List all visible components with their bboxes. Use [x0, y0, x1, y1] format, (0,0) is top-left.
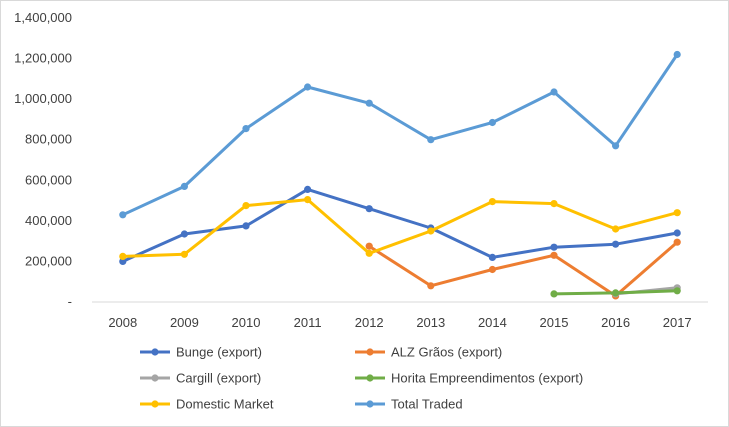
- data-point: [180, 182, 188, 190]
- legend-label: Cargill (export): [176, 371, 261, 386]
- series-1: [365, 238, 681, 300]
- x-tick-label: 2009: [170, 315, 199, 330]
- legend-swatch-marker: [151, 348, 159, 356]
- data-point: [673, 229, 681, 237]
- legend-label: Bunge (export): [176, 345, 262, 360]
- data-point: [180, 250, 188, 258]
- data-point: [119, 211, 127, 219]
- legend-swatch-marker: [366, 400, 374, 408]
- x-axis: 2008 2009 2010 2011 2012 2013 2014 2015 2016 2017: [92, 301, 708, 330]
- data-point: [365, 242, 373, 250]
- legend-swatch-marker: [151, 374, 159, 382]
- y-tick-label: 800,000: [25, 132, 72, 147]
- data-point: [180, 230, 188, 238]
- data-point: [427, 227, 435, 235]
- data-point: [612, 225, 620, 233]
- x-tick-label: 2016: [601, 315, 630, 330]
- data-point: [365, 205, 373, 213]
- data-point: [673, 50, 681, 59]
- x-tick-label: 2015: [540, 315, 569, 330]
- series-layer: [119, 50, 681, 300]
- y-tick-label: 600,000: [25, 172, 72, 187]
- data-point: [673, 287, 681, 295]
- series-3: [550, 287, 681, 298]
- data-point: [612, 240, 620, 248]
- data-point: [119, 257, 127, 265]
- data-point: [365, 99, 373, 107]
- x-tick-label: 2017: [663, 315, 692, 330]
- legend-swatch-marker: [366, 348, 374, 356]
- data-point: [488, 265, 496, 274]
- legend-label: ALZ Grãos (export): [391, 345, 502, 360]
- y-tick-label: 200,000: [25, 253, 72, 268]
- legend-item: Domestic Market: [140, 397, 274, 412]
- data-point: [242, 202, 250, 210]
- legend-item: ALZ Grãos (export): [355, 345, 502, 360]
- data-point: [119, 252, 127, 260]
- y-tick-label: 1,200,000: [14, 51, 72, 66]
- legend-label: Total Traded: [391, 397, 463, 412]
- series-5: [119, 50, 681, 219]
- series-0: [119, 185, 681, 265]
- data-point: [488, 253, 496, 261]
- x-tick-label: 2011: [294, 315, 322, 330]
- data-point: [550, 200, 558, 208]
- legend-item: Total Traded: [355, 397, 463, 412]
- data-point: [550, 251, 558, 259]
- y-axis: - 200,000 400,000 600,000 800,000 1,000,000 1,…: [14, 10, 72, 309]
- x-tick-label: 2008: [108, 315, 137, 330]
- data-point: [488, 118, 496, 127]
- data-point: [488, 198, 496, 206]
- data-point: [242, 222, 250, 230]
- x-tick-label: 2012: [355, 315, 384, 330]
- data-point: [427, 136, 435, 144]
- x-tick-label: 2014: [478, 315, 507, 330]
- data-point: [550, 88, 558, 96]
- data-point: [550, 290, 558, 298]
- series-line: [367, 240, 679, 298]
- legend-label: Domestic Market: [176, 397, 274, 412]
- x-tick-label: 2010: [232, 315, 261, 330]
- series-line: [121, 187, 679, 263]
- legend: Bunge (export) ALZ Grãos (export) Cargill …: [140, 345, 583, 412]
- legend-swatch-marker: [151, 400, 159, 408]
- y-tick-label: -: [68, 294, 72, 309]
- data-point: [242, 125, 250, 133]
- data-point: [612, 289, 620, 297]
- data-point: [304, 196, 312, 204]
- series-4: [119, 196, 681, 260]
- data-point: [365, 249, 373, 257]
- legend-item: Bunge (export): [140, 345, 262, 360]
- data-point: [673, 209, 681, 217]
- series-line: [121, 198, 679, 258]
- data-point: [304, 83, 312, 91]
- series-line: [121, 53, 679, 217]
- data-point: [304, 185, 312, 193]
- legend-item: Cargill (export): [140, 371, 261, 386]
- legend-label: Horita Empreendimentos (export): [391, 371, 583, 386]
- data-point: [612, 142, 620, 150]
- legend-item: Horita Empreendimentos (export): [355, 371, 583, 386]
- legend-swatch-marker: [366, 374, 374, 382]
- y-tick-label: 1,000,000: [14, 91, 72, 106]
- data-point: [673, 238, 681, 246]
- y-tick-label: 400,000: [25, 213, 72, 228]
- data-point: [550, 243, 558, 251]
- x-tick-label: 2013: [416, 315, 445, 330]
- data-point: [427, 282, 435, 290]
- y-tick-label: 1,400,000: [14, 10, 72, 25]
